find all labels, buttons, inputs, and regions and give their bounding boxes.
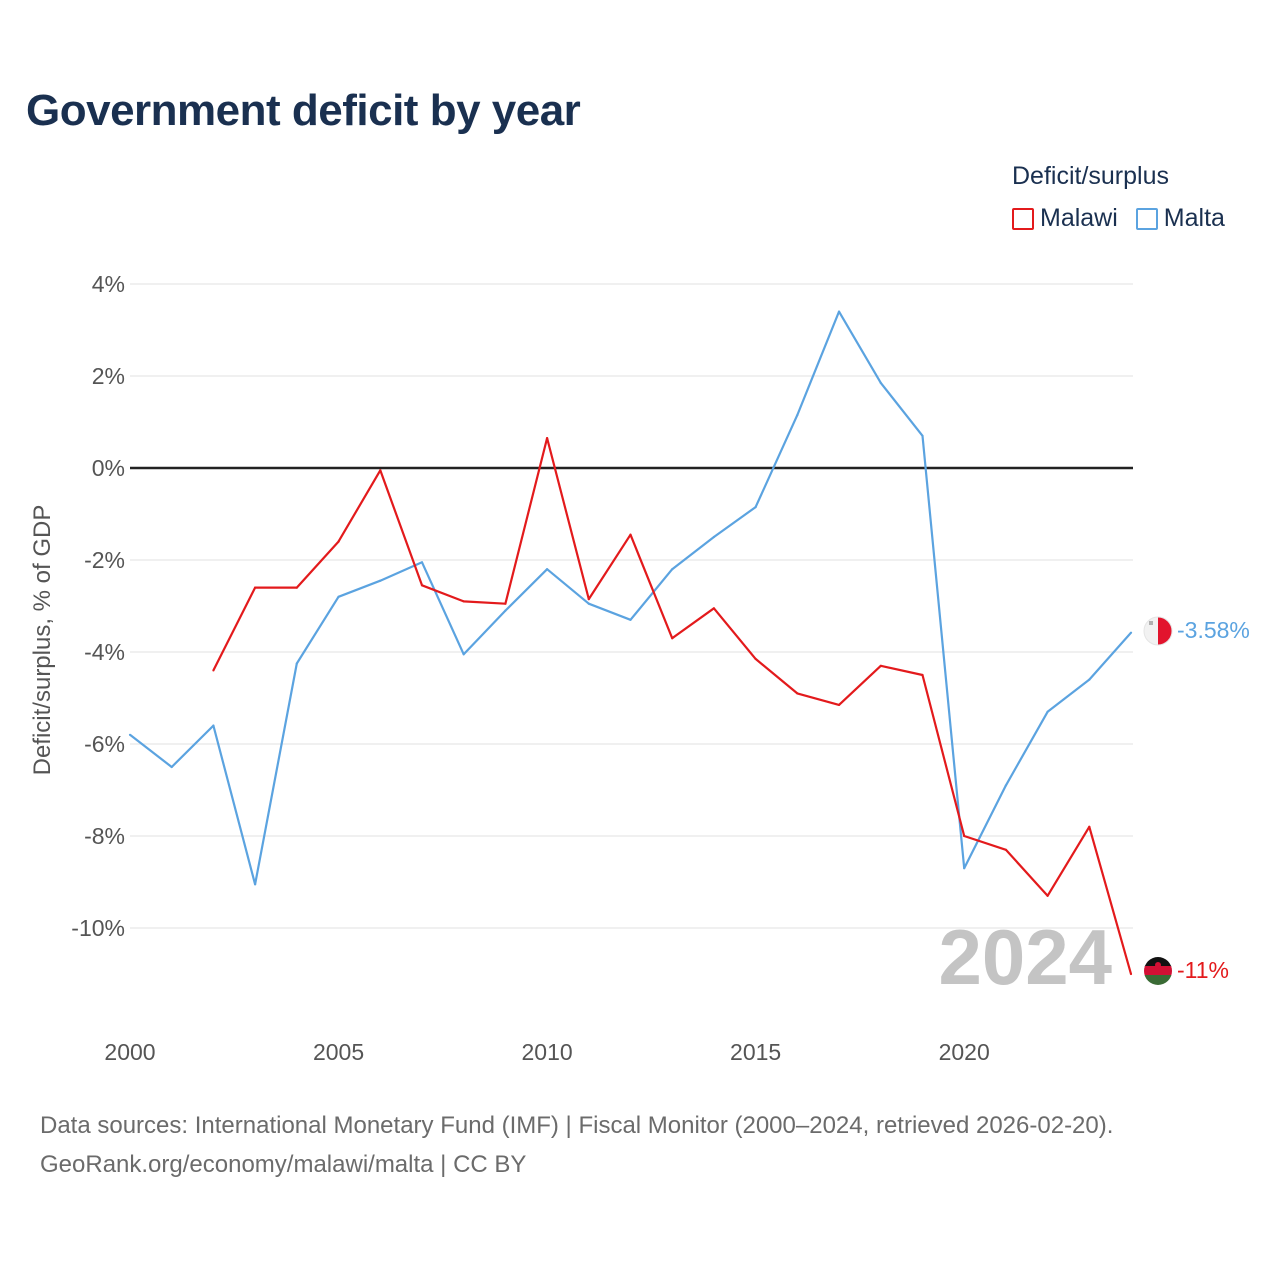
data-point-malta (1088, 678, 1091, 681)
legend-swatch-malawi (1012, 207, 1034, 230)
data-point-malta (879, 381, 882, 384)
data-point-malawi (420, 584, 424, 587)
source-note: Data sources: International Monetary Fun… (40, 1106, 1113, 1184)
legend: Malawi Malta (1012, 204, 1235, 233)
data-point-malawi (879, 664, 882, 667)
data-point-malawi (295, 586, 298, 589)
data-point-malawi (504, 602, 507, 605)
data-point-malta (128, 733, 132, 736)
legend-label-malawi: Malawi (1040, 204, 1118, 232)
data-point-malta (337, 595, 340, 598)
data-point-malta (921, 434, 924, 437)
data-point-malawi (212, 669, 215, 672)
data-point-malawi (921, 673, 924, 677)
y-tick-label: -8% (84, 823, 125, 849)
data-point-malta (1129, 631, 1133, 634)
data-point-malawi (629, 533, 632, 536)
legend-item-malawi[interactable]: Malawi (1012, 204, 1118, 233)
data-point-malta (545, 568, 549, 571)
x-tick-label: 2015 (730, 1039, 781, 1065)
data-point-malawi (337, 540, 340, 543)
data-point-malta (504, 609, 507, 612)
data-point-malta (587, 602, 590, 605)
malawi-flag-icon (1144, 957, 1172, 985)
data-point-malawi (1088, 825, 1091, 828)
malta-flag-icon (1143, 616, 1173, 646)
x-tick-label: 2010 (521, 1039, 572, 1065)
data-point-malawi (837, 703, 841, 707)
data-point-malta (212, 724, 215, 727)
y-tick-label: -6% (84, 731, 125, 757)
data-point-malawi (462, 600, 465, 603)
source-line-2: GeoRank.org/economy/malawi/malta | CC BY (40, 1151, 527, 1178)
legend-label-malta: Malta (1163, 204, 1225, 232)
x-tick-label: 2005 (313, 1039, 364, 1065)
data-point-malawi (545, 437, 549, 440)
data-point-malawi (379, 469, 382, 472)
data-point-malta (1004, 784, 1007, 787)
series-line-malawi (212, 437, 1133, 975)
data-point-malawi (796, 692, 799, 695)
data-point-malta (671, 568, 674, 571)
data-point-malawi (712, 607, 716, 610)
data-point-malawi (754, 657, 757, 661)
data-point-malta (963, 867, 966, 870)
data-point-malta (1046, 710, 1049, 713)
data-point-malawi (963, 834, 966, 838)
data-point-malta (837, 310, 841, 313)
data-point-malawi (671, 637, 674, 640)
data-point-malta (712, 535, 716, 539)
y-tick-label: -2% (84, 547, 125, 573)
x-tick-label: 2020 (939, 1039, 990, 1065)
y-tick-label: 2% (92, 363, 125, 389)
source-line-1: Data sources: International Monetary Fun… (40, 1112, 1114, 1139)
data-point-malta (462, 653, 465, 656)
data-point-malta (796, 414, 799, 417)
series-group (128, 310, 1133, 976)
y-axis-ticks: 4% 2% 0% -2% -4% -6% -8% -10% (71, 271, 125, 941)
data-point-malta (295, 662, 298, 665)
data-point-malawi (254, 586, 257, 589)
end-markers: -3.58% -11% (1143, 616, 1250, 985)
legend-title: Deficit/surplus (1012, 162, 1169, 190)
x-axis-ticks: 2000 2005 2010 2015 2020 (104, 1039, 989, 1065)
data-point-malawi (1004, 848, 1007, 851)
data-point-malawi (587, 598, 590, 601)
data-point-malta (629, 618, 632, 621)
legend-item-malta[interactable]: Malta (1135, 204, 1225, 233)
series-line-malta (129, 310, 1132, 886)
y-tick-label: -4% (84, 639, 125, 665)
y-tick-label: 0% (92, 455, 125, 481)
data-point-malawi (1129, 972, 1133, 976)
line-chart: 4%2%0%-2%-4%-6%-8%-10% 2000 2005 2010 2015 2… (29, 271, 1250, 1065)
malawi-end-label: -11% (1177, 957, 1229, 983)
data-point-malta (754, 506, 757, 509)
chart-title: Government deficit by year (26, 86, 581, 135)
legend-swatch-malta (1135, 207, 1158, 230)
x-tick-label: 2000 (104, 1039, 155, 1065)
y-tick-label: -10% (71, 915, 125, 941)
data-point-malawi (1046, 894, 1049, 897)
data-point-malta (254, 883, 257, 886)
data-point-malta (379, 579, 382, 582)
data-point-malta (420, 561, 424, 564)
data-point-malta (170, 765, 173, 769)
malta-end-label: -3.58% (1177, 617, 1250, 643)
y-tick-label: 4% (92, 271, 125, 297)
y-axis-label: Deficit/surplus, % of GDP (29, 505, 56, 776)
year-watermark: 2024 (938, 913, 1112, 1001)
gridlines (130, 283, 1133, 929)
